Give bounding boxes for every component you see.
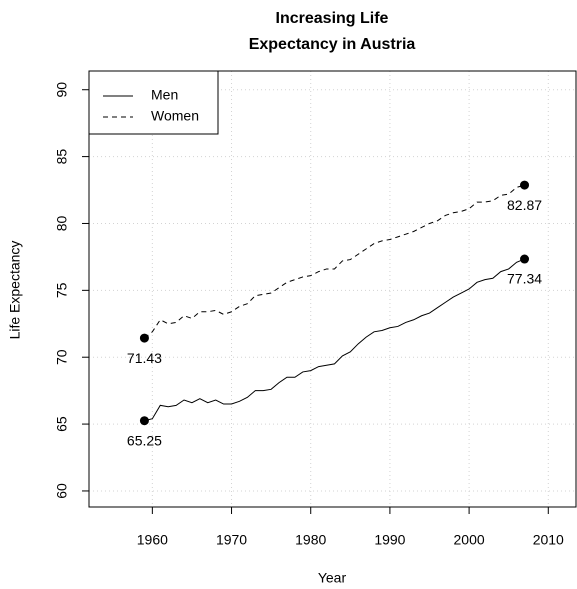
y-tick-label: 60 <box>54 483 70 499</box>
point-label: 77.34 <box>507 271 542 287</box>
x-tick-label: 2010 <box>533 532 564 548</box>
series-line <box>144 258 525 422</box>
legend-label: Women <box>151 108 199 124</box>
x-tick-label: 1970 <box>216 532 247 548</box>
legend-frame <box>88 70 219 135</box>
point-label: 65.25 <box>127 432 162 448</box>
point-label: 82.87 <box>507 197 542 213</box>
y-tick-label: 65 <box>54 416 70 432</box>
x-axis-label: Year <box>318 570 347 586</box>
point-label: 71.43 <box>127 350 162 366</box>
x-tick-label: 1990 <box>374 532 405 548</box>
y-tick-label: 70 <box>54 349 70 365</box>
series-line <box>144 184 525 339</box>
x-tick-label: 1960 <box>137 532 168 548</box>
y-tick-label: 80 <box>54 215 70 231</box>
y-tick-label: 85 <box>54 149 70 165</box>
y-axis-label: Life Expectancy <box>7 241 23 340</box>
end-point <box>520 180 530 190</box>
end-point <box>520 254 530 264</box>
end-point <box>139 333 149 343</box>
legend-label: Men <box>151 87 178 103</box>
plot-frame <box>88 70 577 508</box>
end-point <box>139 416 149 426</box>
y-tick-label: 75 <box>54 282 70 298</box>
x-tick-label: 2000 <box>454 532 485 548</box>
y-tick-label: 90 <box>54 82 70 98</box>
chart-title: Expectancy in Austria <box>249 36 416 53</box>
x-tick-label: 1980 <box>295 532 326 548</box>
chart-title: Increasing Life <box>276 10 389 27</box>
